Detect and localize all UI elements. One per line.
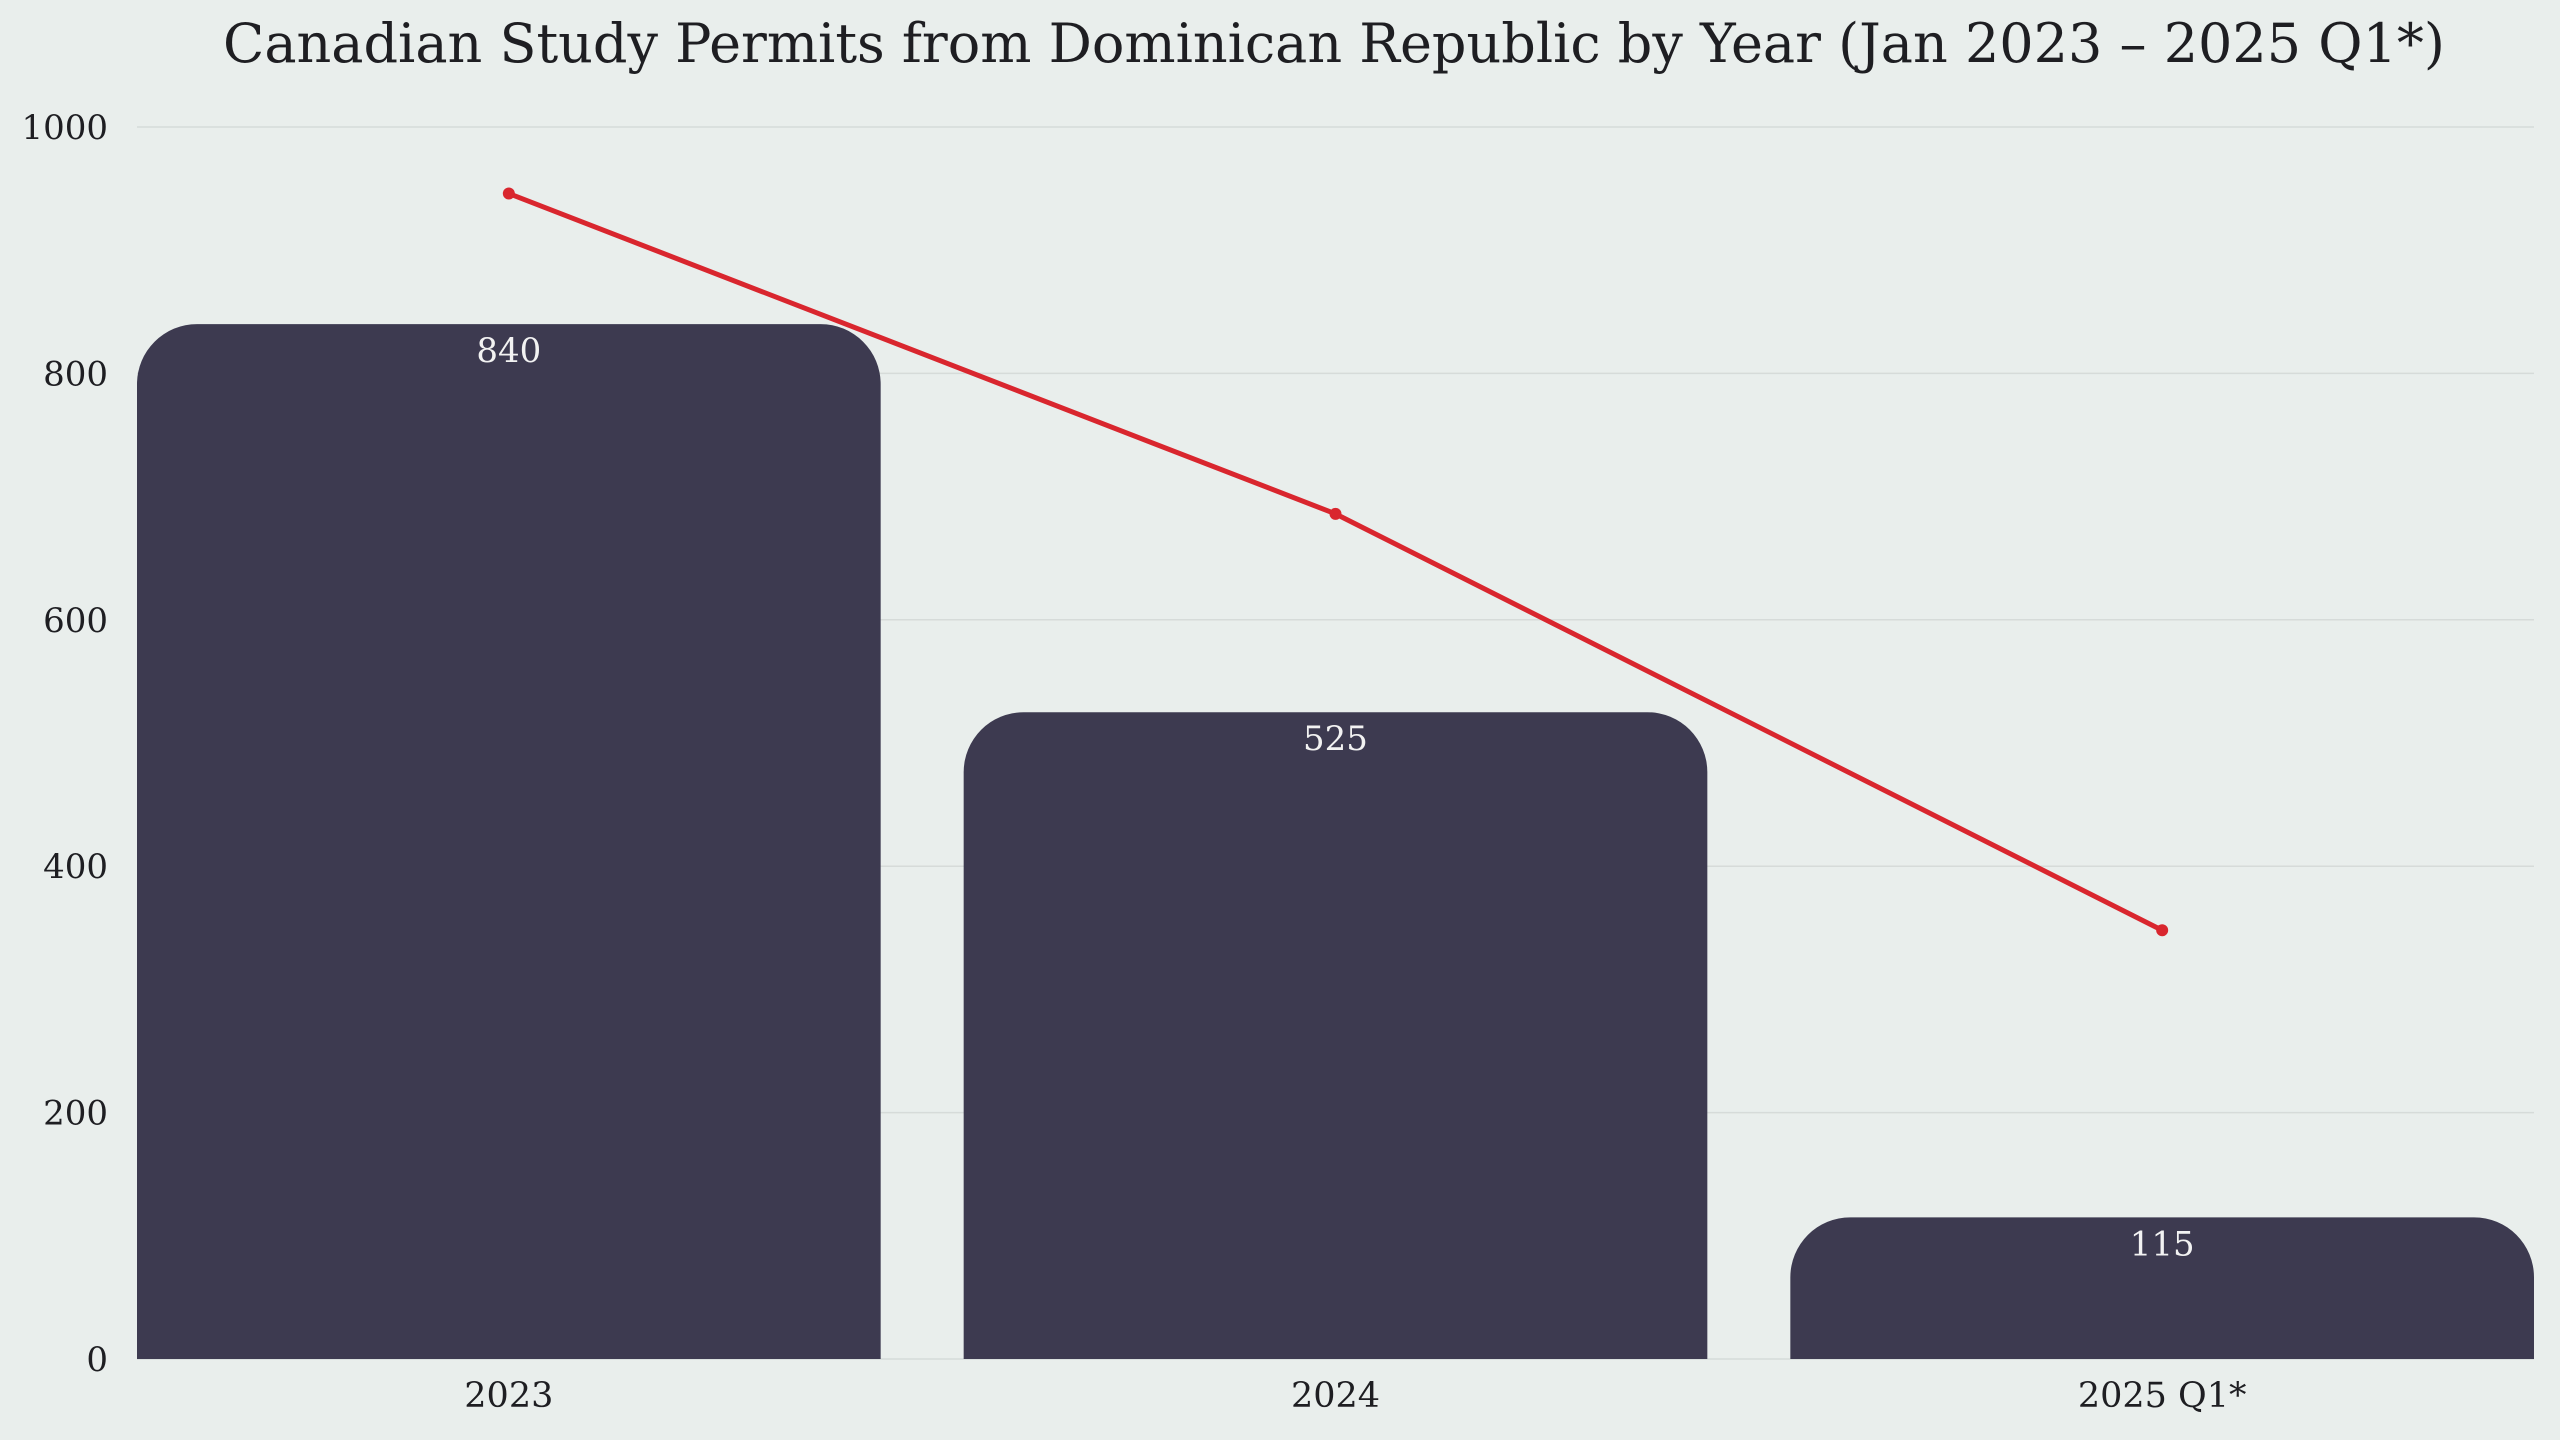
trend-line [502,187,2169,937]
y-tick-label: 600 [43,601,108,641]
trend-point [2156,924,2169,937]
y-tick-label: 1000 [21,108,108,148]
x-axis: 2023 2024 2025 Q1* [464,1376,2246,1416]
y-tick-label: 200 [43,1094,108,1134]
x-tick-label: 2024 [1291,1376,1380,1416]
bar-2023 [137,324,881,1359]
bar-2024 [963,712,1708,1359]
chart-title: Canadian Study Permits from Dominican Re… [223,12,2445,75]
data-label: 840 [476,331,541,371]
data-label: 525 [1303,719,1368,759]
bars: 840 525 115 [137,324,2534,1359]
y-axis: 0 200 400 600 800 1000 [21,108,108,1380]
bar-2025-q1- [1790,1217,2534,1359]
trend-point [502,187,515,200]
x-tick-label: 2023 [464,1376,553,1416]
trend-point [1329,507,1342,520]
y-tick-label: 0 [86,1340,108,1380]
y-tick-label: 800 [43,354,108,394]
data-label: 115 [2130,1224,2195,1264]
x-tick-label: 2025 Q1* [2078,1376,2247,1416]
y-tick-label: 400 [43,847,108,887]
